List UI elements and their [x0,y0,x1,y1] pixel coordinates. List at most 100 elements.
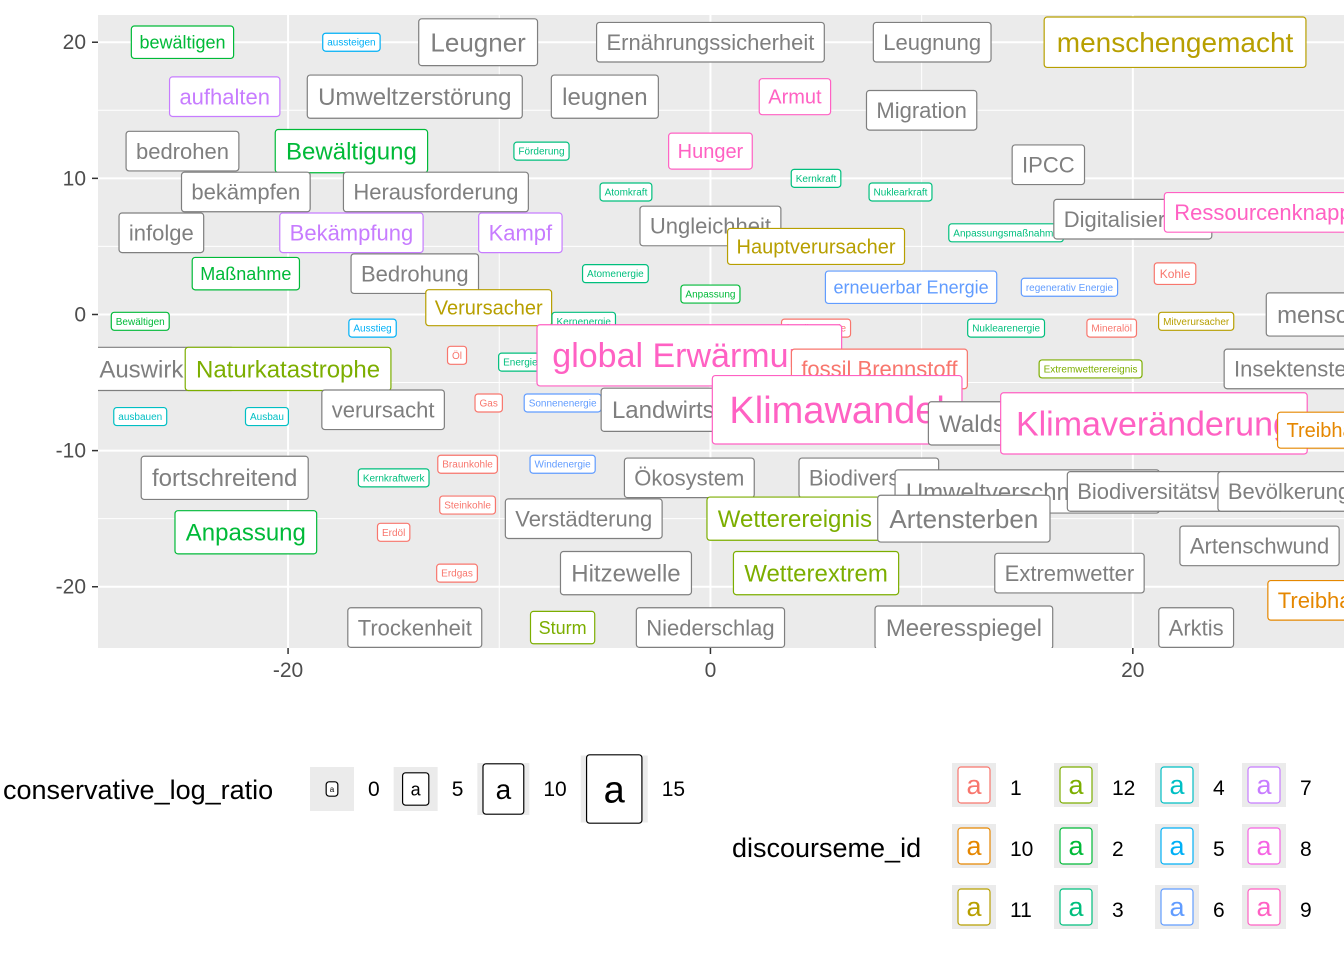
color-legend-glyph-text: a [1169,831,1185,861]
word-label-box [1163,191,1344,233]
word-label: Sturm [529,610,596,645]
word-label-text: Herausforderung [353,180,518,205]
color-legend-glyph-text: a [966,831,982,861]
word-label-text: Ausstieg [353,324,391,335]
word-label-text: Erdöl [382,528,405,539]
word-label-box [1043,16,1307,69]
word-label: Erdöl [376,522,411,542]
size-legend-label: 10 [543,778,566,801]
word-label: erneuerbar Energie [824,270,998,305]
word-label-box [668,132,753,170]
word-label-box [174,510,318,555]
word-label-text: Mineralöl [1091,324,1132,335]
color-legend-label: 9 [1300,899,1312,922]
word-label-text: aufhalten [179,84,270,109]
word-label: Klimawandel [711,374,963,445]
size-legend-glyph-text: a [330,785,335,794]
word-label-box [504,498,663,540]
color-legend-label: 2 [1112,838,1124,861]
word-label-text: bewältigen [139,33,225,53]
word-label: Sonnenenergie [523,393,602,413]
word-label: Treibhausgasemission [1276,411,1344,449]
size-legend-glyph-box [325,781,339,797]
word-label: Kampf [478,212,563,254]
word-label-box [418,18,539,67]
color-legend-glyph-text: a [1169,892,1185,922]
color-legend-glyph-box [1247,827,1281,865]
word-label-text: Kernkraft [796,174,837,185]
word-label-box [279,212,424,254]
word-label-text: Insektensterben [1234,357,1344,382]
size-legend-glyph: a [325,781,339,797]
size-legend-glyph: a [482,763,525,815]
word-label-text: Verstädterung [515,506,652,531]
word-label-text: Artenschwund [1190,534,1329,559]
word-label-box [1179,525,1340,567]
x-tick-label: -20 [273,659,303,682]
word-label-box [357,468,430,488]
size-legend-glyph-text: a [604,769,626,811]
word-label: Wetterereignis [706,496,884,541]
word-label-text: Treibhausgas [1278,588,1344,613]
word-label-text: Förderung [518,147,564,158]
word-label-text: Armut [768,87,822,109]
word-label-text: aussteigen [327,38,375,49]
word-label: aussteigen [322,32,381,52]
word-label: global Erwärmung [536,324,843,387]
word-label-text: Kernkraftwerk [363,473,426,484]
word-label-text: Energie [503,358,538,369]
word-label: aufhalten [168,76,281,118]
word-label: menschgemacht [1265,292,1344,337]
color-legend-glyph-box [1059,766,1093,804]
color-legend-label: 7 [1300,777,1312,800]
word-label-box [474,393,503,413]
word-label-text: regenerativ Energie [1026,283,1114,294]
word-label: Anpassung [680,284,741,304]
color-legend-key: a [952,824,996,868]
word-label-box [1011,144,1086,186]
word-label: regenerativ Energie [1020,277,1119,297]
axes: -20 0 20 20 10 0 -10 -20 [56,31,1145,682]
word-label: Anpassung [174,510,318,555]
word-label-box [550,74,659,119]
word-label-box [726,227,906,266]
word-label-text: Windenergie [535,460,592,471]
word-label-text: Hunger [678,141,744,163]
word-label-text: bedrohen [136,139,229,164]
word-label-text: Trockenheit [358,615,472,640]
color-legend-key: a [1242,885,1286,929]
word-label-box [1086,318,1138,338]
word-label: Herausforderung [342,171,529,213]
size-legend-label: 5 [452,778,464,801]
color-legend-glyph-box [1247,766,1281,804]
word-label-box [581,264,649,284]
word-label-box [680,284,741,304]
word-label-box [790,168,842,188]
word-label-box [140,455,309,501]
word-labels: bewältigen aussteigen Leugner Ernährungssic… [98,16,1344,648]
word-label: Atomkraft [599,182,653,202]
size-legend-key: a [580,754,648,824]
word-label-text: fortschreitend [152,465,297,492]
color-legend-label: 4 [1213,777,1225,800]
word-label: Förderung [513,141,570,161]
word-label: Windenergie [529,454,596,474]
word-label-box [478,212,563,254]
word-label-text: Anpassung [685,290,735,301]
word-label-text: Niederschlag [646,615,774,640]
word-label: Bewältigen [110,311,170,331]
color-legend-glyph-box [1059,827,1093,865]
word-label-text: Arktis [1169,615,1224,640]
word-label: Gas [474,393,503,413]
word-label: Extremwetter [994,552,1145,594]
color-legend-key: a [1242,824,1286,868]
word-label-box [758,78,832,116]
word-label: Mitverursacher [1157,311,1235,331]
word-label-text: Treibhausgasemission [1287,420,1344,442]
word-label-box [436,563,478,583]
word-label: menschengemacht [1043,16,1307,69]
word-label: Hitzewelle [559,550,693,596]
word-label: Maßnahme [191,256,301,291]
size-legend-glyph-box [585,754,643,824]
word-label-text: Anpassung [186,520,306,547]
